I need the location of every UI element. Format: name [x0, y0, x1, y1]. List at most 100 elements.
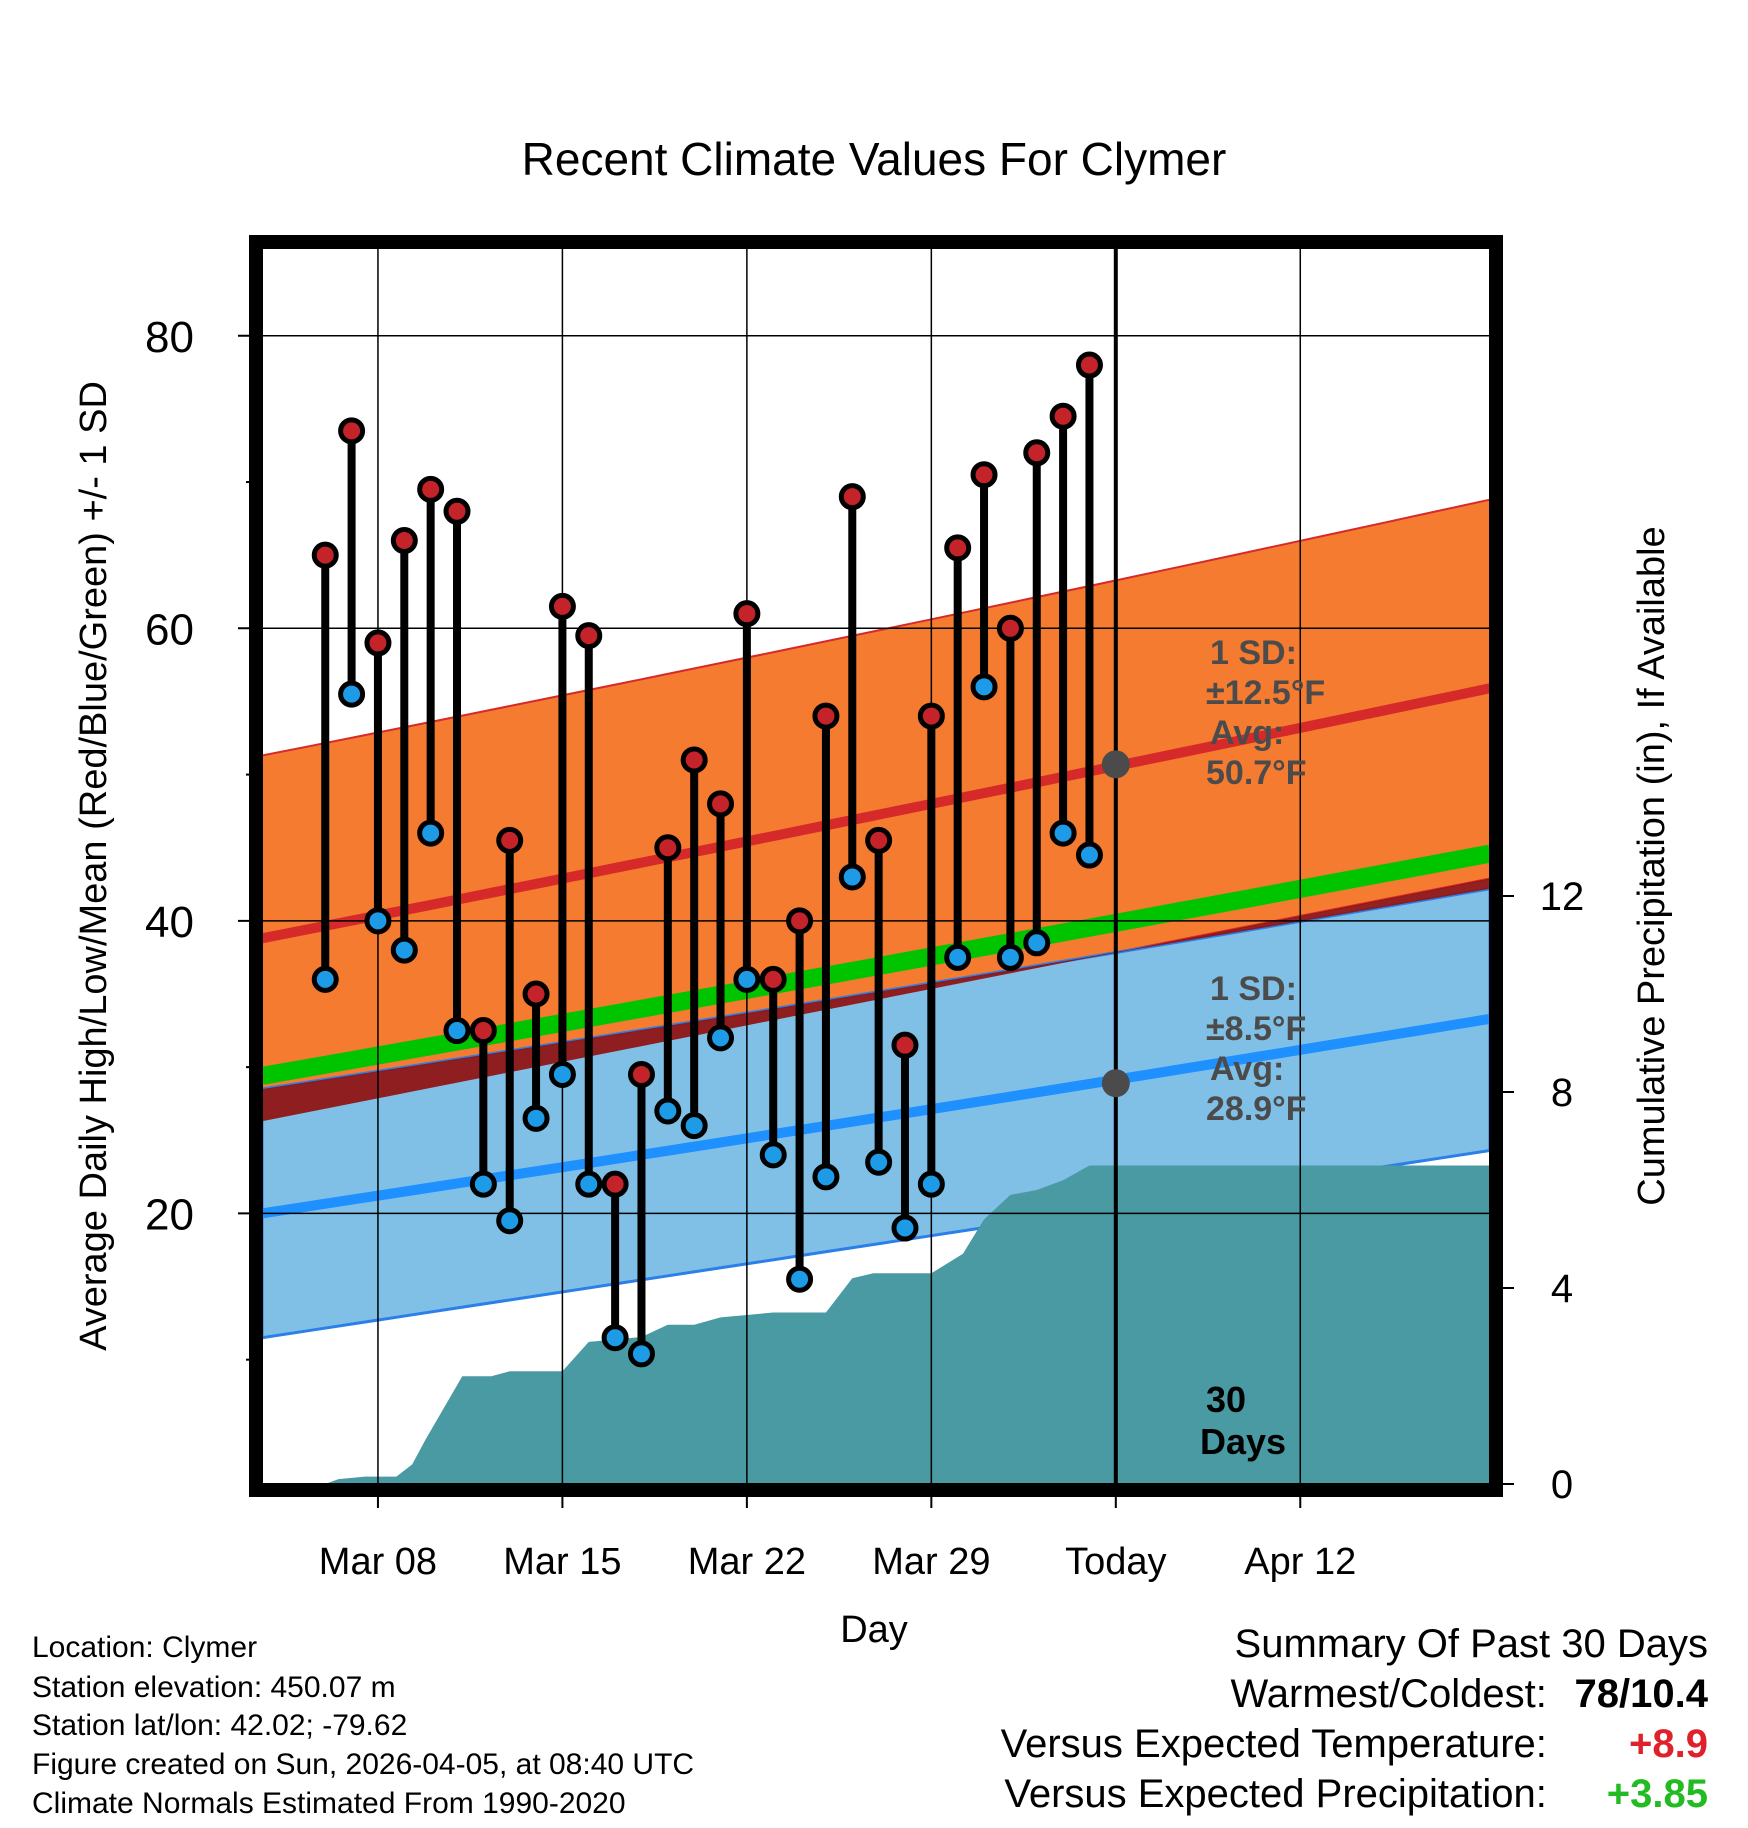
- daily-low-point: [443, 1017, 471, 1045]
- daily-high-point: [1049, 402, 1077, 430]
- daily-low-point: [1049, 819, 1077, 847]
- daily-low-point: [1075, 841, 1103, 869]
- high-normal-annotation-line: 1 SD:: [1210, 634, 1297, 672]
- daily-low-point: [338, 680, 366, 708]
- precip-anomaly-label: Versus Expected Precipitation:: [1004, 1772, 1547, 1816]
- daily-low-point: [627, 1340, 655, 1368]
- daily-high-point: [443, 497, 471, 525]
- daily-high-point: [680, 746, 708, 774]
- summary-temperature: Versus Expected Temperature: +8.9: [1001, 1722, 1708, 1767]
- daily-high-point: [865, 826, 893, 854]
- high-avg-marker: [1101, 750, 1130, 779]
- daily-high-point: [364, 629, 392, 657]
- daily-high-point: [311, 541, 339, 569]
- x-tick-label: Apr 12: [1244, 1541, 1356, 1583]
- daily-low-point: [733, 965, 761, 993]
- daily-low-point: [1023, 929, 1051, 957]
- daily-high-point: [654, 834, 682, 862]
- daily-high-point: [417, 475, 445, 503]
- daily-low-point: [838, 863, 866, 891]
- plot-frame: [249, 235, 1503, 1497]
- y2-axis-label: Cumulative Precipitation (in), If Availa…: [1631, 526, 1673, 1205]
- x-tick-label: Mar 22: [688, 1541, 806, 1583]
- temp-anomaly-value: +8.9: [1629, 1722, 1708, 1766]
- daily-low-point: [707, 1024, 735, 1052]
- summary-warmest-coldest: Warmest/Coldest: 78/10.4: [1231, 1672, 1709, 1717]
- info-elevation: Station elevation: 450.07 m: [32, 1671, 396, 1704]
- daily-high-point: [601, 1170, 629, 1198]
- low-normal-annotation-line: 28.9°F: [1206, 1090, 1307, 1128]
- plot-overlay: 1 SD: ±12.5°F Avg: 50.7°F1 SD: ±8.5°F Avg: 28.…: [145, 235, 1585, 1583]
- daily-low-point: [996, 943, 1024, 971]
- daily-high-point: [917, 702, 945, 730]
- normal-high-avg-line: [262, 683, 1490, 944]
- y2-tick-label: 4: [1551, 1267, 1573, 1311]
- daily-low-point: [496, 1207, 524, 1235]
- daily-high-point: [970, 461, 998, 489]
- daily-high-point: [390, 527, 418, 555]
- daily-low-point: [469, 1170, 497, 1198]
- daily-high-point: [707, 790, 735, 818]
- normal-band-overlap: [262, 878, 1490, 1122]
- daily-high-point: [838, 483, 866, 511]
- daily-low-point: [390, 936, 418, 964]
- y2-tick-label: 12: [1540, 875, 1585, 919]
- high-normal-annotation-line: 50.7°F: [1206, 754, 1307, 792]
- daily-low-point: [759, 1141, 787, 1169]
- high-normal-annotation-line: ±12.5°F: [1206, 674, 1325, 712]
- info-normals: Climate Normals Estimated From 1990-2020: [32, 1787, 626, 1820]
- daily-low-point: [364, 907, 392, 935]
- daily-low-point: [417, 819, 445, 847]
- daily-high-point: [891, 1031, 919, 1059]
- daily-low-point: [601, 1324, 629, 1352]
- x-tick-label: Mar 15: [503, 1541, 621, 1583]
- daily-high-point: [1075, 351, 1103, 379]
- cumulative-precip-area: [262, 1165, 1490, 1484]
- y2-tick-label: 0: [1551, 1463, 1573, 1507]
- daily-low-point: [865, 1148, 893, 1176]
- daily-low-point: [944, 943, 972, 971]
- x-tick-label: Mar 29: [872, 1541, 990, 1583]
- daily-high-point: [338, 417, 366, 445]
- info-created: Figure created on Sun, 2026-04-05, at 08…: [32, 1748, 695, 1781]
- daily-low-point: [891, 1214, 919, 1242]
- high-normal-annotation: 1 SD: ±12.5°F Avg: 50.7°F: [1206, 634, 1325, 792]
- daily-low-point: [680, 1112, 708, 1140]
- low-avg-marker: [1101, 1069, 1130, 1098]
- daily-low-point: [654, 1097, 682, 1125]
- y-tick-label: 80: [145, 313, 194, 362]
- low-normal-annotation-line: Avg:: [1210, 1050, 1284, 1088]
- y-tick-label: 40: [145, 898, 194, 947]
- daily-high-point: [522, 980, 550, 1008]
- daily-high-point: [759, 965, 787, 993]
- daily-low-point: [522, 1104, 550, 1132]
- daily-high-point: [627, 1060, 655, 1088]
- warmest-coldest-value: 78/10.4: [1574, 1672, 1708, 1716]
- daily-low-point: [548, 1060, 576, 1088]
- low-normal-annotation: 1 SD: ±8.5°F Avg: 28.9°F: [1206, 970, 1307, 1128]
- daily-high-point: [1023, 439, 1051, 467]
- daily-low-point: [311, 965, 339, 993]
- daily-low-point: [970, 673, 998, 701]
- y2-tick-label: 8: [1551, 1071, 1573, 1115]
- warmest-coldest-label: Warmest/Coldest:: [1230, 1672, 1547, 1716]
- daily-high-point: [996, 614, 1024, 642]
- daily-high-point: [786, 907, 814, 935]
- x-tick-label: Mar 08: [319, 1541, 437, 1583]
- y-tick-label: 60: [145, 605, 194, 654]
- summary-title: Summary Of Past 30 Days: [1234, 1622, 1708, 1666]
- low-normal-annotation-line: ±8.5°F: [1206, 1010, 1306, 1048]
- summary-precipitation: Versus Expected Precipitation: +3.85: [1004, 1772, 1708, 1817]
- daily-low-point: [786, 1265, 814, 1293]
- precip-anomaly-value: +3.85: [1606, 1772, 1708, 1816]
- low-normal-annotation-line: 1 SD:: [1210, 970, 1297, 1008]
- daily-high-point: [944, 534, 972, 562]
- y-tick-label: 20: [145, 1190, 194, 1239]
- x-tick-label: Today: [1065, 1541, 1166, 1583]
- chart-title: Recent Climate Values For Clymer: [522, 133, 1227, 185]
- daily-high-point: [812, 702, 840, 730]
- daily-high-point: [575, 622, 603, 650]
- info-latlon: Station lat/lon: 42.02; -79.62: [32, 1709, 408, 1742]
- daily-high-point: [469, 1017, 497, 1045]
